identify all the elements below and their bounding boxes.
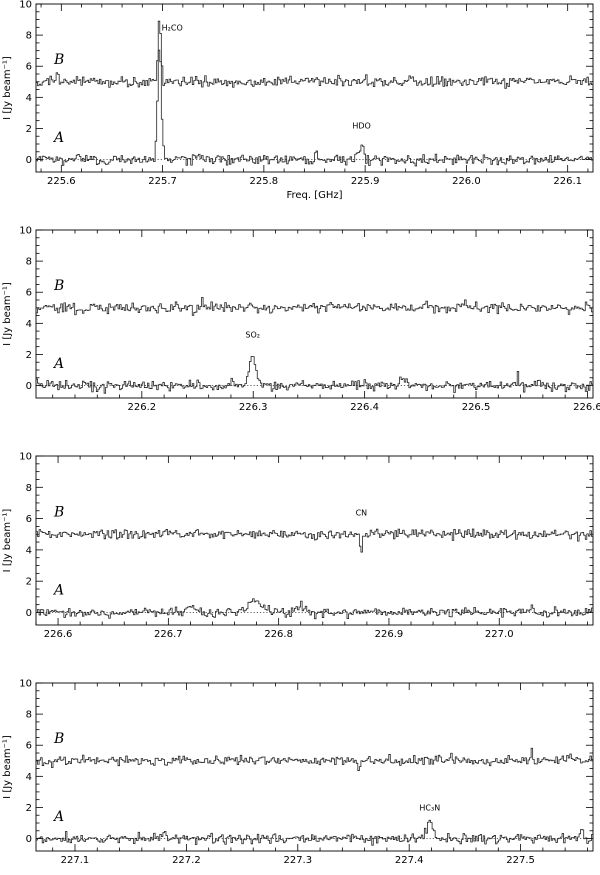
spectrum-line-B (36, 20, 593, 89)
line-annotation: SO₂ (245, 330, 260, 339)
y-tick-label: 10 (19, 452, 32, 463)
x-tick-label: 226.2 (128, 402, 157, 413)
y-tick-label: 6 (26, 514, 32, 525)
y-tick-label: 2 (26, 350, 32, 361)
series-label-B: B (53, 504, 64, 520)
x-tick-label: 226.6 (44, 629, 73, 640)
x-tick-label: 227.2 (172, 855, 201, 866)
series-label-A: A (52, 809, 64, 825)
x-tick-label: 225.6 (47, 176, 76, 187)
panel-frame (35, 682, 594, 852)
y-tick-label: 6 (26, 741, 32, 752)
y-axis-label: I [Jy beam⁻¹] (2, 282, 13, 346)
x-tick-label: 226.1 (553, 176, 582, 187)
x-tick-label: 226.0 (452, 176, 481, 187)
spectrum-line-A (36, 598, 593, 620)
y-tick-label: 4 (26, 93, 32, 104)
x-tick-label: 227.5 (506, 855, 535, 866)
y-tick-label: 0 (26, 608, 32, 619)
panel-frame (35, 455, 594, 626)
y-axis-label: I [Jy beam⁻¹] (2, 735, 13, 799)
spectrum-line-A (36, 49, 593, 167)
x-tick-label: 226.5 (462, 402, 491, 413)
spectrum-line-B (36, 296, 593, 316)
line-annotation: HDO (352, 121, 370, 130)
spectrum-line-A (36, 819, 593, 846)
y-axis-label: I [Jy beam⁻¹] (2, 509, 13, 573)
y-tick-label: 8 (26, 31, 32, 42)
y-tick-label: 2 (26, 803, 32, 814)
y-tick-label: 0 (26, 381, 32, 392)
x-tick-label: 227.1 (61, 855, 90, 866)
y-tick-label: 10 (19, 0, 32, 11)
panel-1: 225.6 225.7 225.8 225.9 226.0 226.1 0 2 4 6 8 10 I [… (2, 0, 594, 201)
y-tick-label: 2 (26, 124, 32, 135)
x-tick-label: 225.8 (250, 176, 279, 187)
y-tick-label: 8 (26, 257, 32, 268)
x-tick-label: 227.0 (485, 629, 514, 640)
y-tick-label: 10 (19, 679, 32, 690)
y-tick-label: 4 (26, 319, 32, 330)
series-label-A: A (52, 356, 64, 372)
x-tick-label: 227.3 (283, 855, 312, 866)
y-tick-label: 4 (26, 545, 32, 556)
x-tick-label: 226.4 (350, 402, 379, 413)
line-annotation: CN (356, 508, 368, 517)
panel-3: 226.6 226.7 226.8 226.9 227.0 0 2 4 6 8 10 I [Jy be… (2, 452, 594, 640)
panel-2: 226.2 226.3 226.4 226.5 226.6 0 2 4 6 8 10 I [Jy be… (2, 226, 600, 414)
panel-4: 227.1 227.2 227.3 227.4 227.5 0 2 4 6 8 10 I [Jy be… (2, 679, 594, 866)
line-annotation: HC₃N (419, 804, 440, 813)
y-tick-label: 6 (26, 288, 32, 299)
x-tick-label: 225.9 (351, 176, 380, 187)
y-axis-label: I [Jy beam⁻¹] (2, 56, 13, 120)
y-tick-label: 0 (26, 155, 32, 166)
spectrum-line-A (36, 356, 593, 394)
series-label-B: B (53, 278, 64, 294)
y-tick-label: 4 (26, 772, 32, 783)
series-label-B: B (53, 731, 64, 747)
x-tick-label: 226.6 (573, 402, 600, 413)
x-tick-label: 225.7 (148, 176, 177, 187)
panel-frame (35, 229, 594, 399)
series-label-A: A (52, 583, 64, 599)
x-tick-label: 226.3 (239, 402, 268, 413)
x-tick-label: 226.8 (264, 629, 293, 640)
y-tick-label: 2 (26, 577, 32, 588)
x-tick-label: 227.4 (395, 855, 424, 866)
spectrum-line-B (36, 747, 593, 771)
spectrum-line-B (36, 528, 593, 553)
x-axis-label: Freq. [GHz] (286, 190, 342, 201)
x-tick-label: 226.7 (154, 629, 183, 640)
panel-frame (35, 3, 594, 173)
line-annotation: H₂CO (162, 23, 183, 32)
series-label-A: A (52, 130, 64, 146)
y-tick-label: 10 (19, 226, 32, 237)
y-tick-label: 0 (26, 834, 32, 845)
y-tick-label: 8 (26, 483, 32, 494)
series-label-B: B (53, 52, 64, 68)
y-tick-label: 6 (26, 62, 32, 73)
y-tick-label: 8 (26, 710, 32, 721)
x-tick-label: 226.9 (375, 629, 404, 640)
